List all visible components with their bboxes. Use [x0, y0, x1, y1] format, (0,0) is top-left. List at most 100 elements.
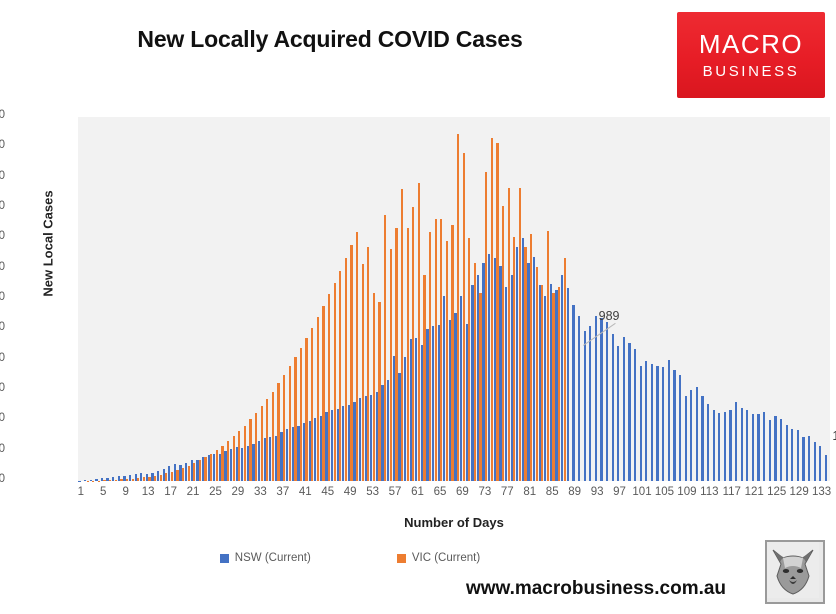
bar-nsw [347, 405, 351, 481]
bar-nsw [201, 456, 205, 481]
bar-nsw [510, 274, 513, 481]
legend-item-vic[interactable]: VIC (Current) [396, 552, 481, 564]
y-tick-label: 400 [0, 412, 5, 425]
bar-nsw [695, 386, 698, 481]
bar-nsw [359, 398, 362, 481]
bar-group [774, 117, 780, 481]
bar-nsw [667, 359, 670, 481]
bar-group [549, 117, 555, 481]
bar-group [89, 117, 95, 481]
bar-nsw [465, 324, 468, 481]
bar-group [628, 117, 634, 481]
bar-vic [103, 480, 106, 481]
bar-nsw [611, 333, 614, 481]
bar-vic [479, 292, 482, 481]
bar-group [241, 117, 247, 481]
bar-group [678, 117, 684, 481]
bar-vic [339, 270, 342, 481]
bar-nsw [364, 396, 367, 481]
x-tick-label: 125 [767, 486, 787, 498]
bar-group [706, 117, 713, 481]
x-tick-label: 85 [545, 486, 559, 498]
bar-nsw [302, 423, 306, 481]
bar-nsw [533, 256, 536, 481]
bar-nsw [297, 425, 300, 481]
bar-group [645, 117, 651, 481]
x-tick-label: 97 [613, 486, 626, 498]
legend-item-nsw[interactable]: NSW (Current) [219, 552, 311, 564]
bar-vic [299, 347, 303, 481]
bar-vic [563, 258, 566, 481]
legend-label-nsw: NSW (Current) [234, 552, 311, 564]
bar-group [544, 117, 550, 481]
bar-nsw [628, 342, 631, 481]
x-tick-label: 1 [77, 486, 84, 498]
bar-group [426, 117, 432, 481]
bar-nsw [106, 477, 109, 481]
bar-nsw [308, 420, 311, 481]
bar-nsw [375, 391, 379, 481]
bar-vic [535, 267, 538, 481]
bar-nsw [140, 473, 143, 481]
bar-vic [243, 425, 246, 481]
bar-group [229, 117, 236, 481]
bar-group [370, 117, 376, 481]
bar-group [779, 117, 785, 481]
bar-group [695, 117, 701, 481]
x-tick-label: 25 [209, 486, 222, 498]
bar-nsw [779, 418, 783, 481]
bar-nsw [791, 429, 794, 481]
bar-vic [372, 293, 376, 481]
bar-group [258, 117, 264, 481]
bar-nsw [819, 446, 822, 481]
value-annotation: 173 [832, 428, 836, 443]
bar-group [151, 117, 157, 481]
bar-nsw [813, 442, 816, 481]
bar-nsw [735, 402, 738, 481]
x-tick-label: 121 [744, 486, 764, 498]
x-tick-label: 129 [789, 486, 809, 498]
bar-group [286, 117, 292, 481]
bar-nsw [807, 435, 811, 481]
bar-nsw [460, 296, 463, 481]
bar-nsw [342, 405, 345, 481]
bar-group [465, 117, 471, 481]
bar-group [84, 117, 90, 481]
bar-nsw [437, 324, 440, 481]
x-tick-label: 49 [343, 486, 357, 498]
bar-nsw [89, 479, 92, 481]
bar-group [336, 117, 342, 481]
bar-vic [541, 285, 544, 481]
bar-vic [137, 477, 140, 481]
bar-group [252, 117, 258, 481]
bar-nsw [488, 253, 491, 481]
legend-label-vic: VIC (Current) [411, 552, 481, 564]
bar-group [448, 117, 454, 481]
bar-nsw [527, 262, 530, 481]
bar-group [112, 117, 118, 481]
x-tick-label: 65 [433, 486, 447, 498]
bar-group [415, 117, 421, 481]
bar-vic [226, 441, 230, 481]
bar-group [185, 117, 191, 481]
bar-vic [389, 248, 392, 481]
bar-nsw [286, 428, 289, 481]
bar-vic [412, 207, 415, 481]
bar-group [757, 117, 763, 481]
bar-group [392, 117, 398, 481]
bar-group [347, 117, 353, 481]
bar-group [605, 117, 612, 481]
bar-group [78, 117, 84, 481]
bar-group [330, 117, 337, 481]
bar-vic [193, 463, 196, 481]
bar-group [381, 117, 387, 481]
bar-group [600, 117, 606, 481]
website-url[interactable]: www.macrobusiness.com.au [465, 578, 727, 599]
y-tick-label: 1000 [0, 321, 5, 334]
bar-nsw [274, 435, 278, 481]
bar-vic [153, 475, 157, 481]
bar-nsw [785, 424, 788, 481]
bar-group [269, 117, 275, 481]
logo-line-2: BUSINESS [702, 63, 800, 80]
